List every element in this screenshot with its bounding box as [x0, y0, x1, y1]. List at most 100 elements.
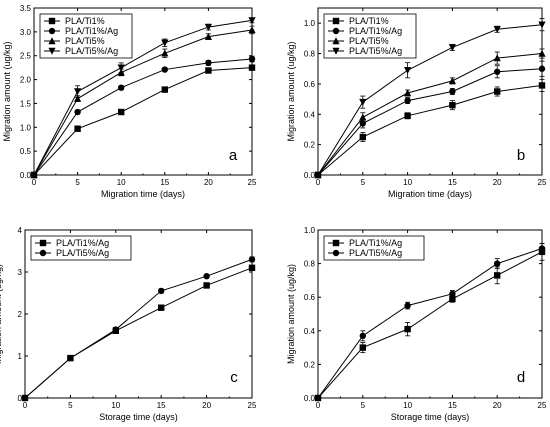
- legend-marker: [39, 239, 47, 247]
- legend-marker: [332, 17, 340, 25]
- x-tick-label: 15: [157, 401, 166, 410]
- series-PLA/Ti5%/Ag: [314, 243, 546, 402]
- x-tick-label: 20: [204, 178, 213, 187]
- data-point: [449, 88, 456, 95]
- data-point: [203, 282, 210, 289]
- y-tick-label: 0.2: [304, 141, 316, 150]
- legend-label: PLA/Ti1%/Ag: [349, 238, 402, 248]
- legend-box: [323, 235, 425, 261]
- data-point: [158, 304, 165, 311]
- data-point: [538, 82, 546, 89]
- y-tick-label: 2.0: [20, 76, 32, 85]
- data-point: [538, 49, 546, 57]
- data-point: [118, 84, 125, 91]
- data-point: [538, 65, 546, 72]
- data-point: [74, 108, 81, 116]
- data-point: [67, 354, 74, 362]
- legend-label: PLA/Ti5%/Ag: [65, 46, 118, 56]
- legend-marker: [332, 27, 340, 35]
- legend-marker: [332, 47, 340, 55]
- data-point: [74, 125, 81, 132]
- y-tick-label: 2.5: [20, 52, 32, 61]
- series-line: [317, 68, 543, 176]
- x-tick-label: 5: [68, 401, 73, 410]
- y-tick-label: 0.0: [20, 171, 32, 180]
- data-point: [74, 88, 82, 96]
- series-line: [317, 24, 543, 176]
- x-tick-label: 25: [248, 178, 257, 187]
- y-tick-label: 0.5: [20, 147, 32, 156]
- data-point: [449, 295, 456, 303]
- series-PLA/Ti1%/Ag: [314, 243, 546, 402]
- data-point: [248, 17, 256, 25]
- legend-box: [30, 235, 132, 261]
- data-point: [30, 171, 38, 179]
- series-line: [33, 67, 253, 176]
- x-tick-label: 15: [160, 178, 169, 187]
- y-tick-label: 0.0: [304, 394, 316, 403]
- series-PLA/Ti5%/Ag: [21, 256, 256, 402]
- y-tick-label: 0.0: [304, 171, 316, 180]
- data-point: [494, 272, 501, 279]
- y-tick-label: 3.0: [20, 28, 32, 37]
- data-point: [494, 68, 501, 75]
- series-PLA/Ti1%/Ag: [314, 60, 546, 179]
- data-point: [203, 273, 210, 280]
- x-axis-title: Storage time (days): [391, 412, 470, 422]
- y-axis-title: Migration amount (ug/kg): [0, 264, 3, 364]
- legend-label: PLA/Ti5%: [349, 36, 389, 46]
- y-axis-title: Migration amount (ug/kg): [2, 41, 12, 141]
- data-point: [449, 290, 456, 298]
- series-line: [317, 251, 543, 399]
- chart-panel-b: 0 5 10 15 20 25 0.0 0.2 0.4 0.6 0.8 1.0 Migration ti…: [286, 7, 547, 199]
- data-point: [161, 39, 169, 47]
- y-tick-label: 1.0: [304, 19, 316, 28]
- x-tick-label: 20: [202, 401, 211, 410]
- x-tick-label: 10: [117, 178, 126, 187]
- series-line: [33, 19, 253, 176]
- data-point: [404, 302, 411, 309]
- data-point: [538, 21, 546, 29]
- legend-marker: [48, 37, 56, 45]
- series-line: [33, 58, 253, 176]
- series-line: [33, 29, 253, 176]
- legend-label: PLA/Ti1%/Ag: [65, 26, 118, 36]
- data-point: [404, 112, 411, 119]
- data-point: [359, 133, 366, 141]
- x-tick-label: 5: [361, 401, 366, 410]
- data-point: [248, 264, 256, 271]
- y-tick-label: 0.6: [304, 80, 316, 89]
- chart-panel-a: 0 5 10 15 20 25 0.0 0.5 1.0 1.5 2.0 2.5 3.0 3.5 Migrat…: [2, 4, 257, 199]
- y-tick-label: 0.4: [304, 327, 316, 336]
- data-point: [21, 394, 29, 402]
- panel-letter: a: [229, 147, 238, 164]
- legend-marker: [48, 47, 56, 55]
- x-axis-title: Storage time (days): [99, 412, 178, 422]
- x-tick-label: 25: [538, 401, 547, 410]
- x-tick-label: 25: [248, 401, 257, 410]
- series-line: [24, 267, 253, 399]
- data-point: [248, 64, 256, 71]
- legend-marker: [48, 27, 56, 35]
- x-tick-label: 10: [403, 401, 412, 410]
- data-point: [248, 26, 256, 34]
- legend-label: PLA/Ti1%/Ag: [349, 26, 402, 36]
- series-PLA/Ti5%: [314, 48, 546, 179]
- x-tick-label: 5: [361, 178, 366, 187]
- x-tick-label: 0: [23, 401, 28, 410]
- legend-label: PLA/Ti5%/Ag: [349, 46, 402, 56]
- series-PLA/Ti5%/Ag: [314, 18, 546, 179]
- data-point: [158, 287, 165, 295]
- y-tick-label: 0: [18, 394, 23, 403]
- y-axis-title: Migration amount (ug/kg): [286, 264, 296, 364]
- series-PLA/Ti1%: [314, 78, 546, 179]
- data-point: [448, 44, 456, 52]
- data-point: [161, 86, 168, 93]
- data-point: [314, 394, 322, 402]
- data-point: [538, 245, 546, 252]
- y-tick-label: 4: [18, 226, 23, 235]
- x-tick-label: 15: [448, 401, 457, 410]
- legend-label: PLA/Ti1%/Ag: [56, 238, 109, 248]
